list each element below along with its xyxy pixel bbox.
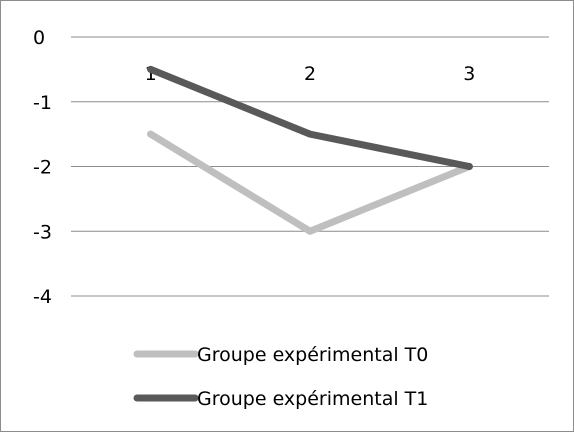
x-tick-label: 3 bbox=[463, 63, 475, 85]
data-point bbox=[465, 163, 473, 170]
legend: Groupe expérimental T0 Groupe expérimenta… bbox=[133, 344, 428, 410]
data-point bbox=[306, 227, 314, 235]
y-axis-tick-labels: 0 -1 -2 -3 -4 bbox=[33, 27, 52, 308]
y-tick-label: -2 bbox=[33, 157, 52, 179]
x-tick-label: 2 bbox=[304, 63, 316, 85]
y-tick-label: 0 bbox=[33, 27, 45, 49]
y-tick-label: -3 bbox=[33, 221, 52, 243]
data-point bbox=[147, 65, 155, 73]
y-tick-label: -1 bbox=[33, 92, 52, 114]
legend-label: Groupe expérimental T1 bbox=[197, 388, 428, 410]
gridlines bbox=[71, 36, 549, 297]
data-point bbox=[306, 130, 314, 138]
data-point bbox=[147, 130, 155, 138]
y-tick-label: -4 bbox=[33, 286, 52, 308]
series-line bbox=[147, 130, 473, 235]
series-lines bbox=[147, 65, 473, 235]
legend-label: Groupe expérimental T0 bbox=[197, 344, 428, 366]
